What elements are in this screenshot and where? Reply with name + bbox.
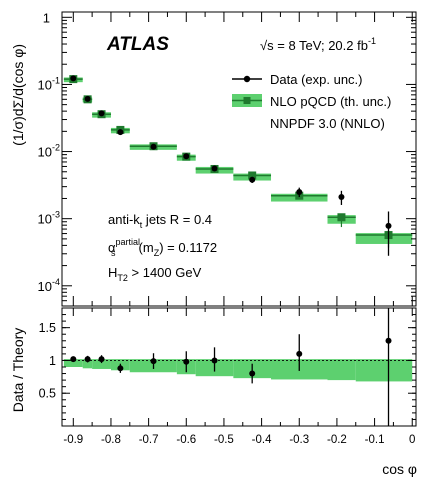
ratio-y-tick-label: 1.5 bbox=[39, 321, 56, 335]
y-tick-label: 10-4 bbox=[38, 277, 60, 294]
x-tick-label: -0.1 bbox=[365, 434, 385, 446]
ratio-point bbox=[84, 356, 91, 363]
top-x-ticks bbox=[72, 12, 413, 306]
data-point bbox=[117, 129, 124, 136]
ratio-point bbox=[117, 365, 124, 372]
data-point bbox=[249, 176, 256, 183]
data-point bbox=[385, 222, 392, 229]
top-plot-frame bbox=[61, 11, 417, 307]
x-tick-label: -0.5 bbox=[214, 434, 234, 446]
data-point bbox=[98, 110, 105, 117]
data-point bbox=[70, 75, 77, 82]
data-point bbox=[211, 165, 218, 172]
ratio-data-points bbox=[70, 308, 392, 426]
data-point bbox=[296, 188, 303, 195]
y-tick-label: 10-2 bbox=[38, 143, 60, 160]
ratio-y-tick-label: 1 bbox=[49, 354, 56, 368]
jet-algorithm-label: anti-kt jets R = 0.4 bbox=[108, 212, 212, 230]
legend-theory-label: NLO pQCD (th. unc.) bbox=[270, 94, 391, 109]
theory-marker bbox=[248, 171, 257, 180]
data-point bbox=[338, 194, 345, 201]
legend: Data (exp. unc.) NLO pQCD (th. unc.) NNP… bbox=[232, 72, 391, 131]
ht2-cut-label: HT2 > 1400 GeV bbox=[108, 265, 202, 283]
ratio-band bbox=[63, 359, 83, 367]
bottom-x-axis: -0.9 -0.8 -0.7 -0.6 -0.5 -0.4 -0.3 -0.2 -0.1 0 bbox=[63, 308, 415, 446]
y-tick-label: 10-3 bbox=[38, 210, 60, 227]
theory-marker bbox=[337, 213, 346, 222]
data-point bbox=[150, 143, 157, 150]
x-axis-label: cos φ bbox=[382, 461, 417, 477]
alpha-s-label: αpartial s (mZ) = 0.1172 bbox=[108, 237, 217, 258]
data-point bbox=[183, 153, 190, 160]
x-tick-label: -0.6 bbox=[176, 434, 196, 446]
x-tick-label: -0.2 bbox=[327, 434, 347, 446]
ratio-point bbox=[211, 357, 218, 364]
ratio-point bbox=[150, 358, 157, 365]
energy-label: √s = 8 TeV; 20.2 fb-1 bbox=[260, 36, 376, 53]
legend-data-label: Data (exp. unc.) bbox=[270, 72, 363, 87]
x-tick-label: -0.9 bbox=[63, 434, 83, 446]
ratio-point bbox=[70, 356, 77, 363]
x-tick-label: -0.7 bbox=[139, 434, 159, 446]
ratio-point bbox=[385, 337, 392, 344]
ratio-y-tick-label: 0.5 bbox=[39, 387, 56, 401]
ratio-point bbox=[249, 370, 256, 377]
theory-band bbox=[355, 233, 413, 244]
bottom-y-axis: 0.5 1 1.5 bbox=[39, 314, 416, 420]
ratio-band bbox=[355, 359, 413, 382]
ratio-band bbox=[327, 359, 356, 381]
data-points bbox=[70, 75, 392, 256]
ratio-band bbox=[82, 359, 93, 369]
bottom-y-axis-label: Data / Theory bbox=[10, 328, 26, 413]
ratio-panel: 0.5 1 1.5 -0.9 -0.8 -0.7 -0.6 -0.5 -0.4 -0.3 -0.2… bbox=[10, 307, 417, 477]
x-tick-label: -0.3 bbox=[289, 434, 309, 446]
ratio-point bbox=[98, 356, 105, 363]
experiment-label: ATLAS bbox=[106, 34, 169, 55]
x-tick-label: 0 bbox=[409, 434, 415, 446]
top-y-axis-label: (1/σ)dΣ/d(cos φ) bbox=[10, 44, 26, 146]
x-tick-label: -0.8 bbox=[101, 434, 121, 446]
data-point bbox=[84, 95, 91, 102]
y-tick-label: 1 bbox=[43, 10, 50, 25]
top-y-axis: 1 10-1 10-2 10-3 10-4 bbox=[38, 10, 416, 307]
ratio-point bbox=[296, 350, 303, 357]
ratio-band bbox=[92, 359, 111, 369]
x-tick-label: -0.4 bbox=[252, 434, 272, 446]
ratio-theory-bands bbox=[63, 359, 413, 382]
distribution-panel: 1 10-1 10-2 10-3 10-4 (1/σ)dΣ/d(cos φ) ATLAS… bbox=[10, 10, 417, 307]
y-tick-label: 10-1 bbox=[38, 75, 60, 92]
legend-data-marker bbox=[243, 75, 251, 83]
legend-pdf-label: NNPDF 3.0 (NNLO) bbox=[270, 116, 385, 131]
ratio-point bbox=[183, 358, 190, 365]
legend-theory-marker bbox=[243, 97, 251, 104]
